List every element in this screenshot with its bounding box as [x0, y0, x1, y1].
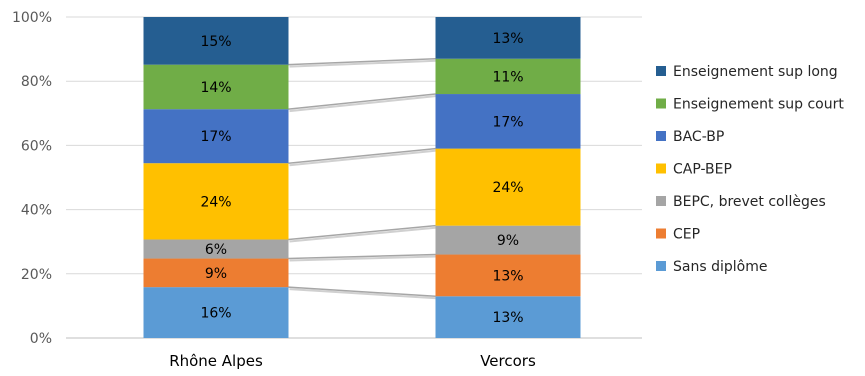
- series-lines: [288, 57, 437, 300]
- series-line: [288, 253, 436, 260]
- series-line-shadow: [289, 255, 437, 262]
- bar-segment: [435, 17, 581, 59]
- legend-label: BEPC, brevet collèges: [673, 194, 826, 210]
- bar-segment: [143, 287, 289, 338]
- bars: [143, 17, 581, 338]
- bar-segment: [143, 17, 289, 65]
- x-axis: Rhône Alpes Vercors: [169, 352, 536, 370]
- data-labels: 16% 13% 9% 13% 6% 9% 24% 24% 17% 17% 14% 11% 15% 13%: [200, 31, 523, 326]
- bar-segment: [435, 94, 581, 149]
- bar-segment: [435, 225, 581, 255]
- y-axis: 0% 20% 40% 60% 80% 100%: [12, 10, 52, 347]
- y-tick-label: 100%: [12, 10, 52, 26]
- series-line: [288, 286, 436, 298]
- legend-swatch: [656, 196, 666, 206]
- series-line: [288, 57, 436, 66]
- data-label: 16%: [200, 306, 231, 322]
- data-label: 9%: [497, 233, 519, 249]
- bar-segment: [143, 64, 289, 110]
- legend-label: Sans diplôme: [673, 259, 767, 275]
- data-label: 17%: [492, 114, 523, 130]
- bar-segment: [435, 58, 581, 95]
- data-label: 24%: [200, 194, 231, 210]
- y-tick-label: 60%: [21, 138, 52, 154]
- legend-label: CEP: [673, 227, 700, 243]
- series-line-shadow: [289, 226, 437, 243]
- legend-swatch: [656, 66, 666, 76]
- data-label: 13%: [492, 31, 523, 47]
- legend-label: BAC-BP: [673, 129, 724, 145]
- legend: Enseignement sup long Enseignement sup co…: [656, 64, 844, 275]
- legend-swatch: [656, 131, 666, 141]
- data-label: 15%: [200, 34, 231, 50]
- data-label: 17%: [200, 129, 231, 145]
- bar-segment: [143, 239, 289, 259]
- data-label: 13%: [492, 310, 523, 326]
- y-tick-label: 0%: [30, 331, 52, 347]
- series-line-shadow: [289, 149, 437, 167]
- y-tick-label: 20%: [21, 267, 52, 283]
- bar-segment: [435, 254, 581, 297]
- legend-swatch: [656, 261, 666, 271]
- data-label: 9%: [205, 266, 227, 282]
- series-line-shadow: [289, 288, 437, 300]
- legend-label: CAP-BEP: [673, 162, 732, 178]
- bar-segment: [143, 163, 289, 240]
- x-tick-label: Rhône Alpes: [169, 352, 263, 370]
- series-line: [288, 224, 436, 241]
- data-label: 13%: [492, 268, 523, 284]
- y-tick-label: 40%: [21, 203, 52, 219]
- x-tick-label: Vercors: [480, 352, 536, 370]
- data-label: 24%: [492, 180, 523, 196]
- bar-segment: [435, 148, 581, 226]
- y-tick-label: 80%: [21, 74, 52, 90]
- bar-segment: [435, 296, 581, 338]
- series-line: [288, 147, 436, 164]
- data-label: 6%: [205, 242, 227, 258]
- legend-swatch: [656, 228, 666, 239]
- series-line-shadow: [289, 59, 437, 68]
- legend-label: Enseignement sup court: [673, 97, 844, 113]
- legend-swatch: [656, 163, 666, 174]
- series-line-shadow: [289, 95, 437, 113]
- data-label: 14%: [200, 80, 231, 96]
- bar-segment: [143, 258, 289, 288]
- legend-label: Enseignement sup long: [673, 64, 838, 80]
- series-line: [288, 93, 436, 110]
- legend-swatch: [656, 98, 666, 109]
- data-label: 11%: [492, 69, 523, 85]
- bar-segment: [143, 109, 289, 164]
